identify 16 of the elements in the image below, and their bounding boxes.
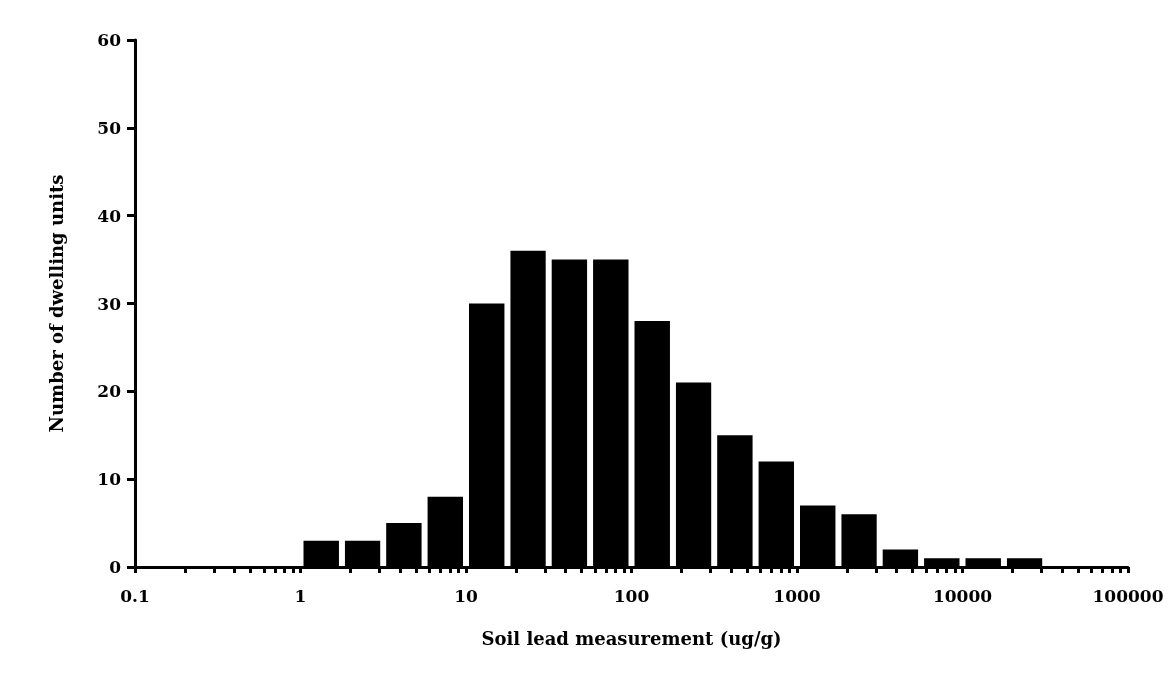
x-tick-label: 1000 [773,585,821,606]
y-tick-label: 50 [97,117,122,138]
y-tick-label: 10 [97,469,122,490]
y-tick-label: 40 [97,205,122,226]
y-axis-title: Number of dwelling units [45,174,67,433]
x-axis-title: Soil lead measurement (ug/g) [481,627,782,649]
x-tick-label: 10000 [932,585,993,606]
y-tick-label: 30 [97,293,122,314]
x-tick-label: 100 [613,585,650,606]
x-tick-label: 1 [294,585,307,606]
x-tick-label: 0.1 [120,585,150,606]
x-tick-label: 10 [454,585,478,606]
x-tick-label: 100000 [1092,585,1164,606]
y-tick-label: 0 [109,557,122,577]
y-tick-label: 60 [97,30,122,50]
y-tick-label: 20 [97,381,122,402]
